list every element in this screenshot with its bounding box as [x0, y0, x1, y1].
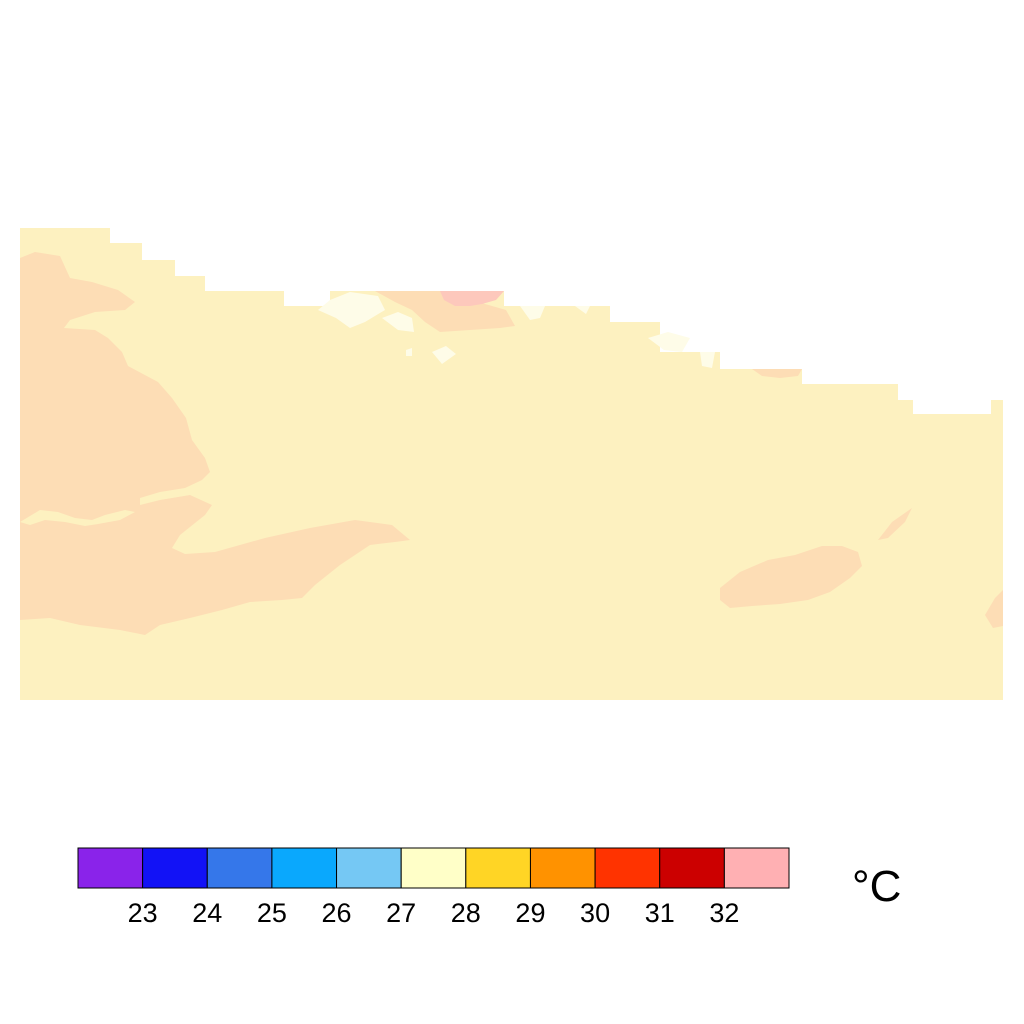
colorbar-tick-label: 30 — [580, 898, 611, 928]
colorbar-tick-label: 27 — [386, 898, 417, 928]
field-cool-spot-7 — [406, 348, 412, 356]
field-warm-edge-east — [985, 590, 1003, 628]
colorbar-swatch-6 — [465, 847, 531, 889]
field-warm-patch-east — [720, 546, 862, 608]
colorbar-swatch-10 — [723, 847, 790, 889]
colorbar-swatch-8 — [594, 847, 661, 889]
colorbar-swatch-4 — [336, 847, 402, 889]
colorbar-unit-label: °C — [852, 862, 902, 911]
colorbar-swatch-1 — [142, 847, 208, 889]
field-warm-streak — [878, 508, 912, 540]
field-warm-patch-north — [375, 291, 515, 332]
field-cool-spot-1 — [318, 292, 385, 328]
colorbar-tick-label: 31 — [644, 898, 675, 928]
field-cool-spot-2 — [382, 312, 414, 332]
colorbar — [77, 847, 790, 889]
colorbar-tick-label: 32 — [709, 898, 740, 928]
colorbar-swatch-0 — [77, 847, 144, 889]
colorbar-tick-label: 29 — [515, 898, 546, 928]
colorbar-swatch-9 — [659, 847, 725, 889]
field-cool-spot-8 — [575, 306, 590, 314]
field-cool-spot-6 — [700, 352, 715, 368]
field-cool-spot-5 — [648, 332, 690, 352]
colorbar-tick-label: 24 — [192, 898, 223, 928]
field-cool-spot-4 — [520, 306, 545, 320]
field-cool-spot-3 — [432, 346, 456, 364]
colorbar-tick-label: 23 — [127, 898, 158, 928]
field-warm-patch-west — [20, 252, 410, 635]
field-hot-patch — [440, 291, 504, 306]
colorbar-swatch-2 — [206, 847, 273, 889]
colorbar-tick-label: 28 — [450, 898, 481, 928]
colorbar-swatch-5 — [400, 847, 467, 889]
colorbar-swatch-3 — [271, 847, 338, 889]
colorbar-tick-label: 26 — [321, 898, 352, 928]
field-warm-patch-northeast — [752, 369, 802, 378]
colorbar-swatch-7 — [529, 847, 596, 889]
field-base-inlet — [20, 510, 135, 526]
colorbar-tick-label: 25 — [256, 898, 287, 928]
